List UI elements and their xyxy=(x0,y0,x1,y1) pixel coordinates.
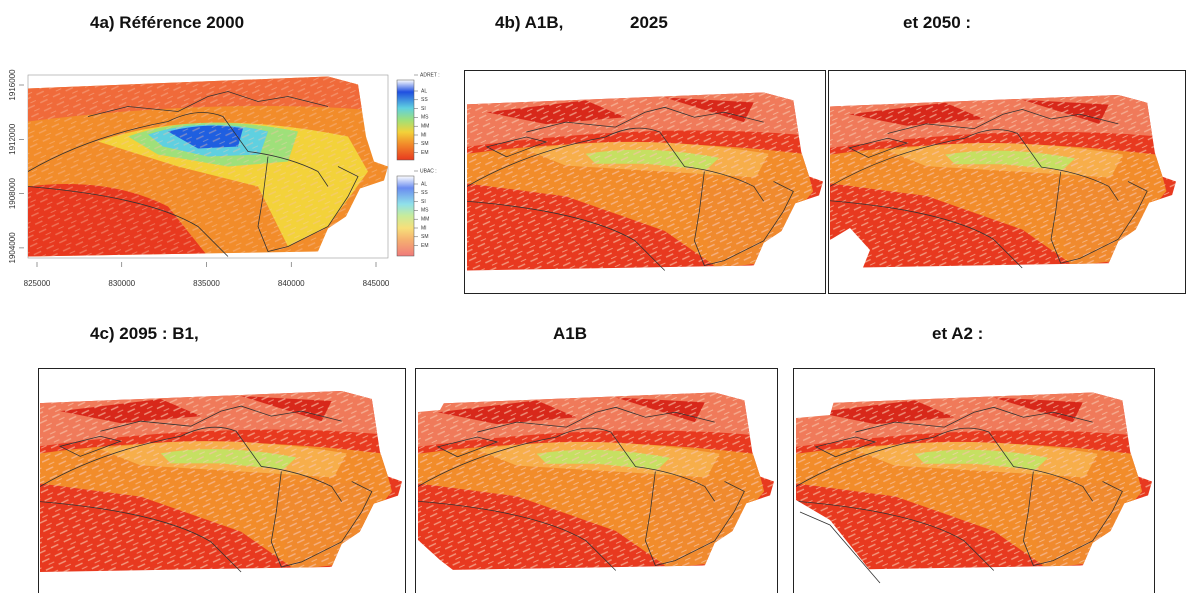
panel-title: 4c) 2095 : B1, xyxy=(90,324,199,343)
legend-label: SS xyxy=(421,190,428,196)
legend-label: MI xyxy=(421,225,427,231)
panel-title: et A2 : xyxy=(932,324,983,343)
legend-label: MM xyxy=(421,217,429,223)
map xyxy=(418,393,774,571)
legend-scale xyxy=(397,176,414,256)
x-tick-label: 845000 xyxy=(363,279,390,288)
legend-title: ADRET : xyxy=(420,72,440,78)
figure: 4a) Référence 2000 4b) A1B, 2025 et 2050… xyxy=(0,0,1186,593)
legend-label: SM xyxy=(421,234,429,240)
panel-title: et 2050 : xyxy=(903,13,971,32)
legend-label: SI xyxy=(421,106,426,112)
legend-label: EM xyxy=(421,243,429,249)
legend-label: SI xyxy=(421,199,426,205)
x-tick-label: 825000 xyxy=(24,279,51,288)
map xyxy=(467,93,823,271)
x-tick-label: 835000 xyxy=(193,279,220,288)
panel-title: 4b) A1B, xyxy=(495,13,563,32)
legend-title: UBAC : xyxy=(420,168,437,174)
map xyxy=(28,77,388,257)
map xyxy=(796,393,1152,571)
y-tick-label: 1912000 xyxy=(8,123,17,155)
legend-label: SM xyxy=(421,141,429,147)
panel-title: A1B xyxy=(553,324,587,343)
legend-label: SS xyxy=(421,97,428,103)
map xyxy=(830,95,1176,268)
legend-label: MI xyxy=(421,132,427,138)
legend-label: AL xyxy=(421,88,427,94)
legend-label: MS xyxy=(421,115,429,121)
y-tick-label: 1916000 xyxy=(8,69,17,101)
legend-label: MM xyxy=(421,124,429,130)
legend-label: EM xyxy=(421,150,429,156)
legend-label: AL xyxy=(421,181,427,187)
y-tick-label: 1908000 xyxy=(8,177,17,209)
panel-title: 4a) Référence 2000 xyxy=(90,13,244,32)
legend-scale xyxy=(397,80,414,160)
y-tick-label: 1904000 xyxy=(8,232,17,264)
x-tick-label: 830000 xyxy=(108,279,135,288)
x-tick-label: 840000 xyxy=(278,279,305,288)
panel-title: 2025 xyxy=(630,13,668,32)
legend-label: MS xyxy=(421,208,429,214)
map xyxy=(40,391,402,572)
